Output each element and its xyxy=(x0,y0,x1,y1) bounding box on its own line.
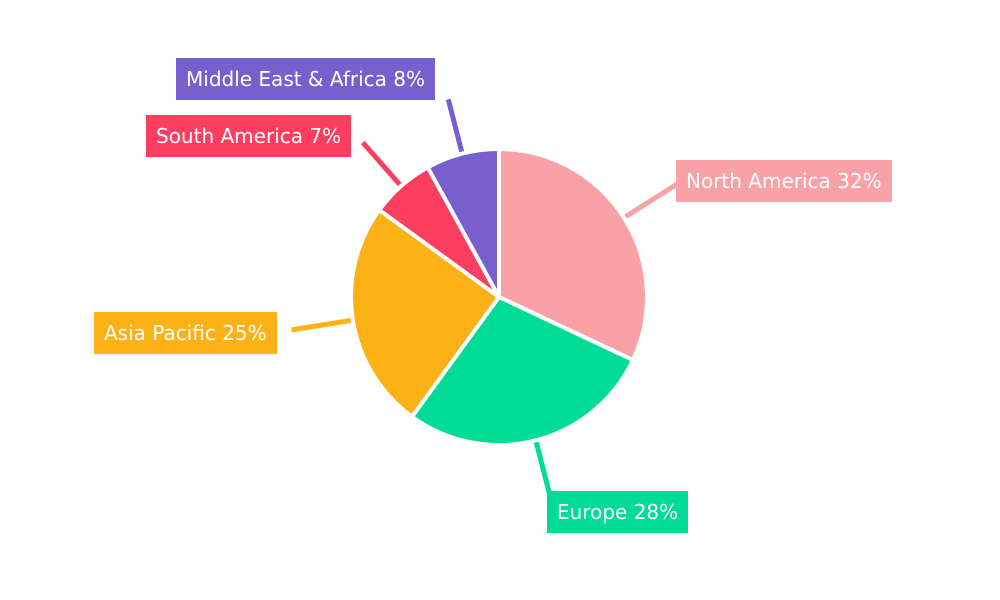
slice-label-europe: Europe 28% xyxy=(547,491,689,533)
pie-slice-europe[interactable] xyxy=(410,295,635,447)
slice-label-asia-pacific: Asia Pacific 25% xyxy=(94,312,277,354)
leader-line-asia-pacific xyxy=(291,317,354,333)
leader-lines-group xyxy=(291,98,683,496)
pie-slice-north-america[interactable] xyxy=(497,147,649,363)
slice-label-middle-east-africa: Middle East & Africa 8% xyxy=(176,58,436,100)
slice-label-north-america: North America 32% xyxy=(676,160,892,202)
pie-slice-asia-pacific[interactable] xyxy=(349,208,501,419)
leader-line-south-america xyxy=(360,140,403,188)
leader-line-europe xyxy=(533,439,553,496)
pie-slice-middle-east-africa[interactable] xyxy=(425,147,501,299)
leader-line-north-america xyxy=(622,179,683,220)
leader-line-middle-east-africa xyxy=(445,98,465,155)
pie-slices-group xyxy=(349,147,649,447)
slice-label-south-america: South America 7% xyxy=(146,115,352,157)
